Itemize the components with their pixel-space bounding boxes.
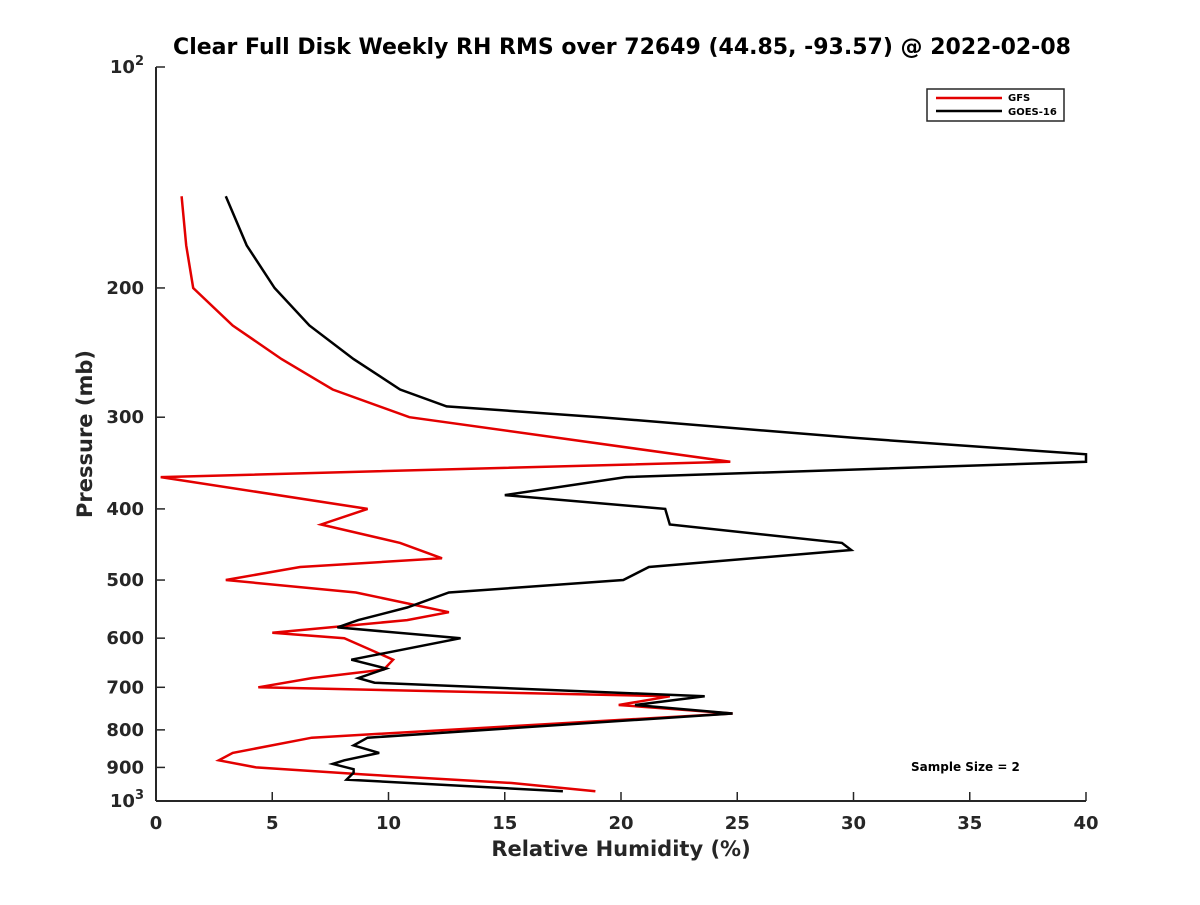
legend-label-goes16: GOES-16 — [1008, 107, 1057, 118]
x-tick-label: 10 — [376, 813, 401, 834]
x-ticks: 0 5 10 15 20 25 30 35 40 — [150, 792, 1099, 834]
x-tick-label: 15 — [492, 813, 517, 834]
legend: GFS GOES-16 — [926, 88, 1065, 122]
y-tick-label: 103 — [110, 788, 144, 812]
series-line-gfs — [160, 196, 733, 793]
y-axis-label: Pressure (mb) — [73, 350, 97, 518]
x-tick-label: 25 — [725, 813, 750, 834]
x-tick-label: 0 — [150, 813, 163, 834]
x-tick-label: 40 — [1073, 813, 1098, 834]
y-tick-label: 700 — [106, 677, 144, 698]
chart-title: Clear Full Disk Weekly RH RMS over 72649… — [173, 35, 1071, 60]
series-line-goes16 — [224, 195, 1088, 793]
x-tick-label: 20 — [608, 813, 633, 834]
x-tick-label: 30 — [841, 813, 866, 834]
y-tick-label: 200 — [106, 278, 144, 299]
y-tick-label: 800 — [106, 720, 144, 741]
x-tick-label: 35 — [957, 813, 982, 834]
y-ticks: 102 200 300 400 500 600 700 800 900 103 — [106, 54, 165, 812]
y-tick-label: 500 — [106, 570, 144, 591]
x-axis-label: Relative Humidity (%) — [491, 837, 750, 861]
y-tick-label: 600 — [106, 628, 144, 649]
y-tick-label: 900 — [106, 757, 144, 778]
legend-label-gfs: GFS — [1008, 93, 1030, 104]
legend-box — [926, 88, 1065, 122]
sample-size-annotation: Sample Size = 2 — [911, 760, 1020, 774]
y-tick-label: 300 — [106, 407, 144, 428]
x-tick-label: 5 — [266, 813, 279, 834]
series-layer — [160, 195, 1088, 793]
y-tick-label: 400 — [106, 499, 144, 520]
y-tick-label: 102 — [110, 54, 144, 78]
